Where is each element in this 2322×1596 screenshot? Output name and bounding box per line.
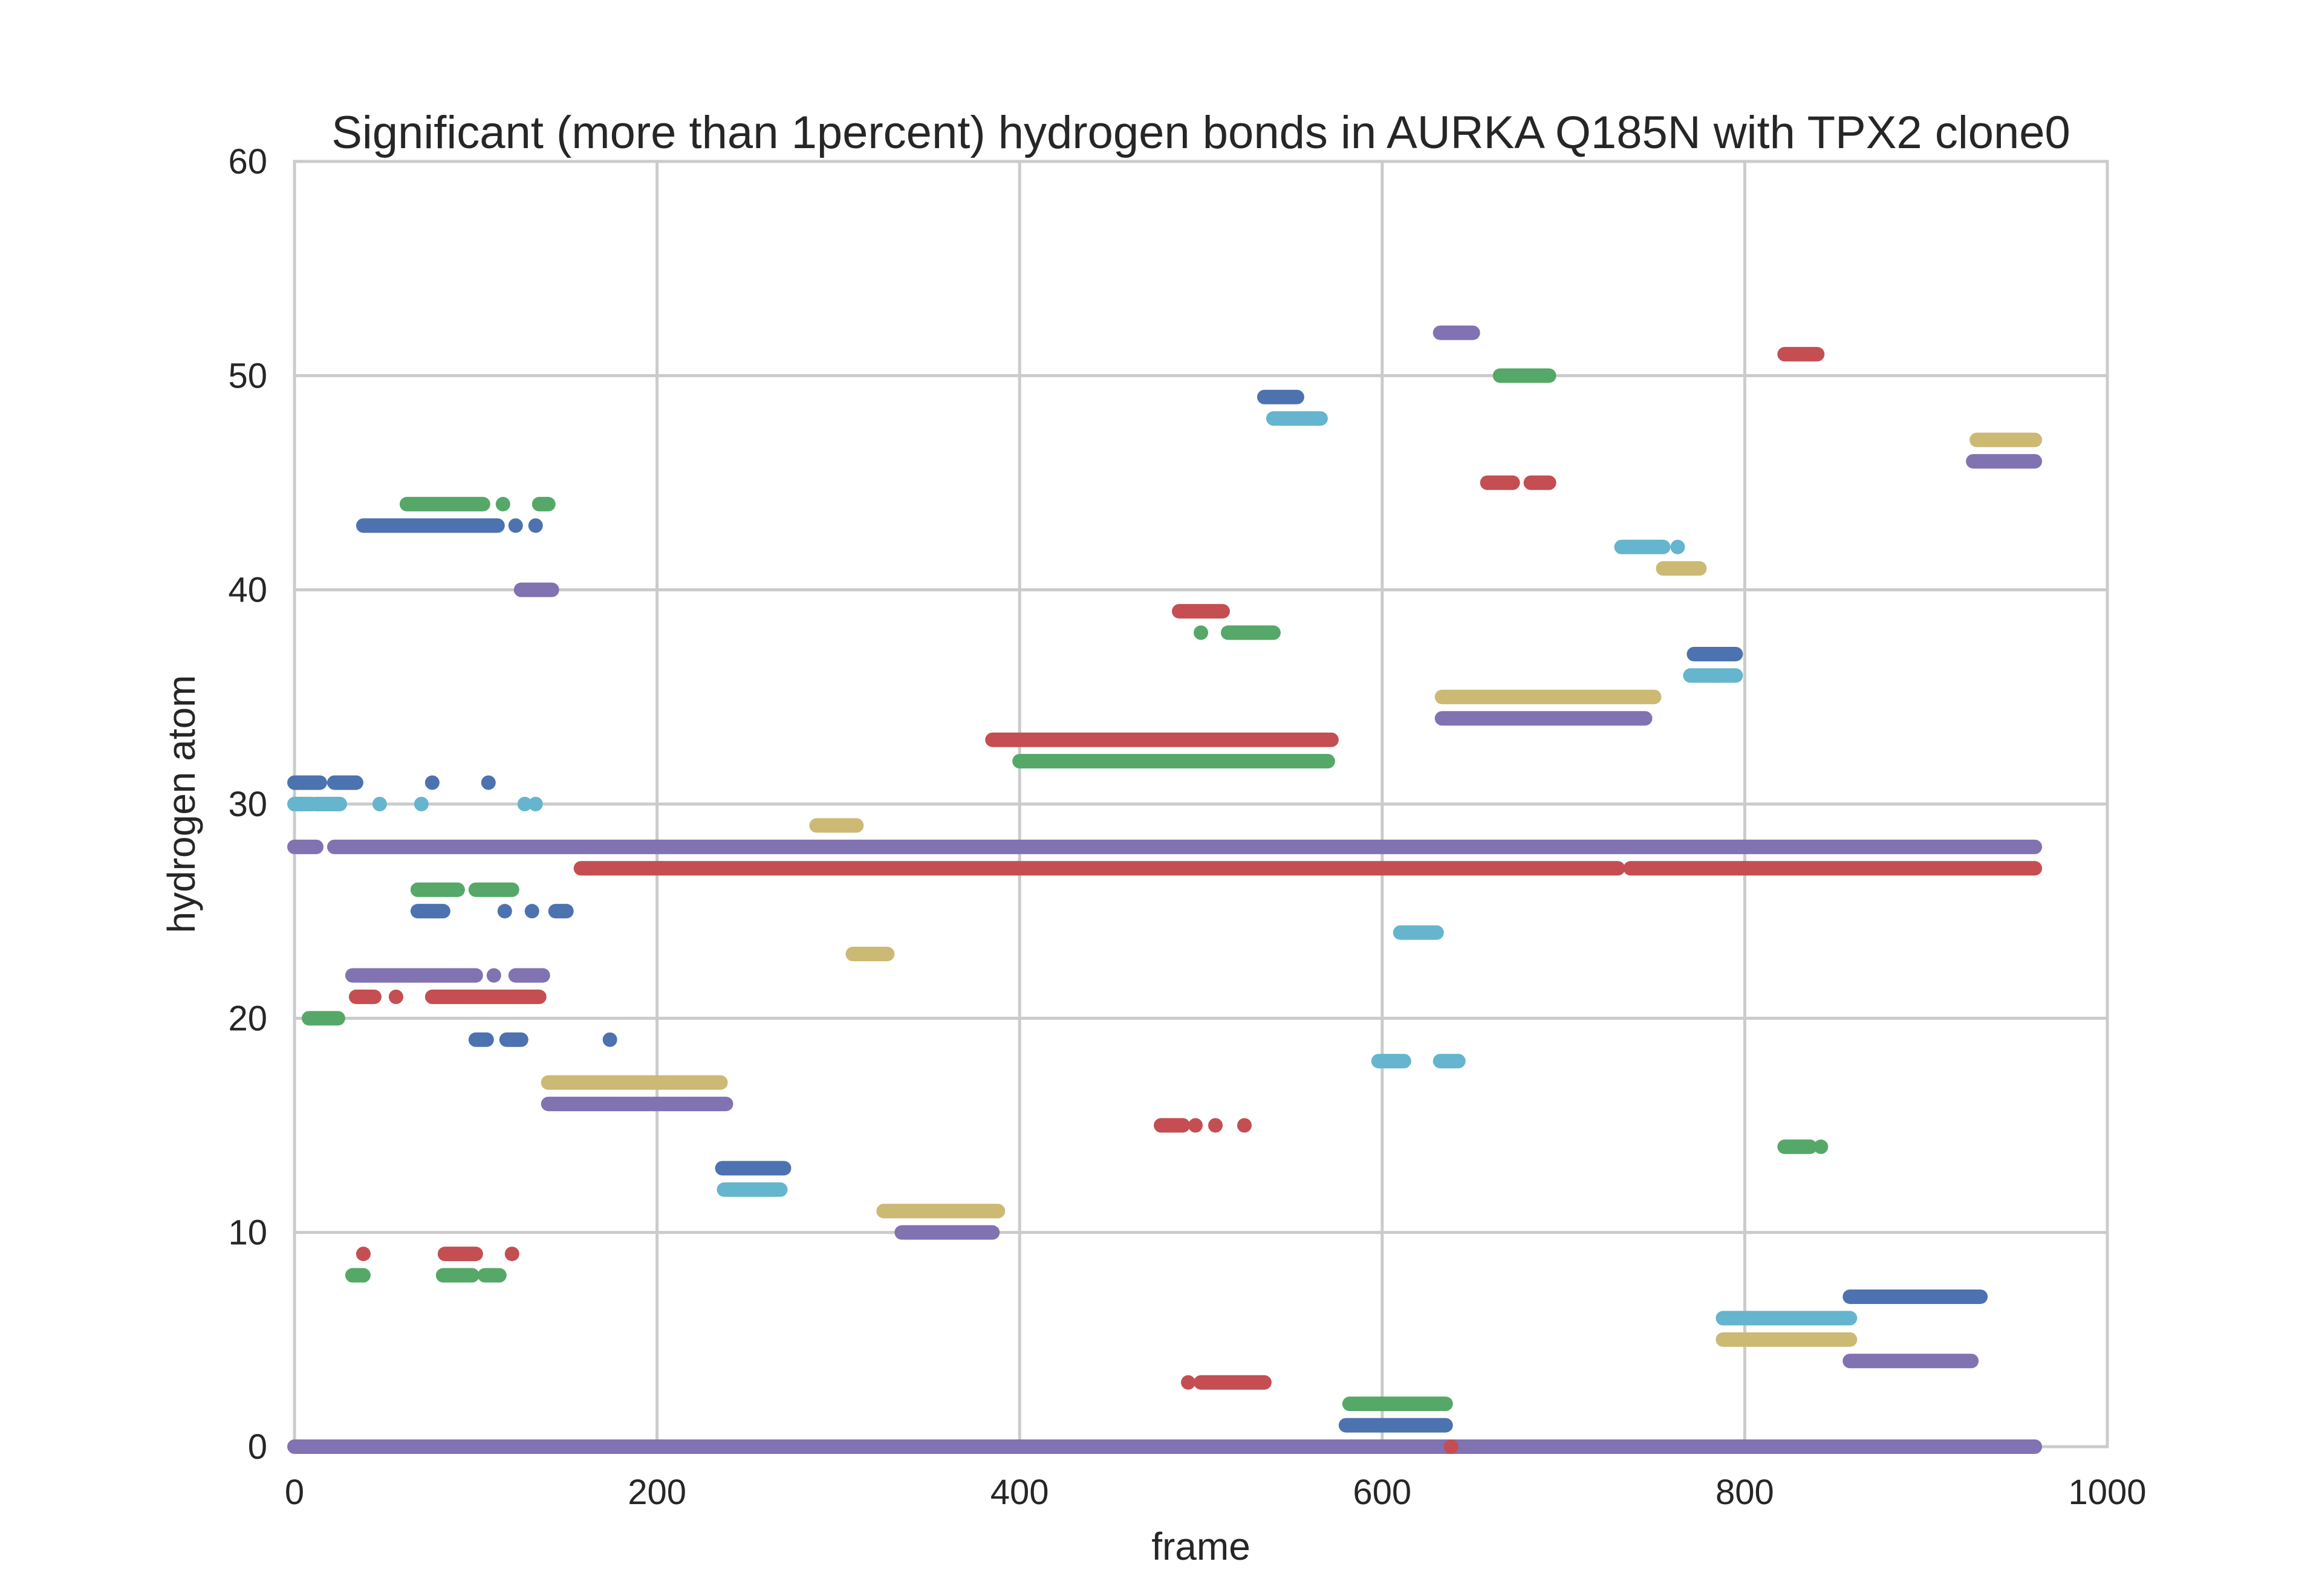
y-tick-label-2: 20 — [228, 999, 267, 1038]
hbond-point-2 — [508, 518, 523, 533]
x-tick-labels: 0 200 400 600 800 1000 — [285, 1473, 2147, 1512]
x-tick-label-0: 0 — [285, 1473, 304, 1512]
hbond-point-3 — [528, 518, 543, 533]
x-tick-label-5: 1000 — [2068, 1473, 2146, 1512]
hbond-point-14 — [486, 968, 501, 983]
hbond-point-5 — [424, 775, 440, 790]
hbond-point-23 — [1194, 625, 1208, 640]
hbond-point-13 — [450, 968, 465, 983]
hbond-point-26 — [1710, 668, 1725, 683]
hbond-point-21 — [1208, 1118, 1223, 1133]
hbond-point-22 — [1237, 1118, 1252, 1133]
hbond-point-25 — [1813, 1139, 1829, 1154]
x-axis-label: frame — [1151, 1525, 1250, 1568]
hbond-point-15 — [388, 989, 403, 1004]
hbond-point-20 — [1188, 1118, 1203, 1133]
chart-title: Significant (more than 1percent) hydroge… — [331, 107, 2070, 158]
y-tick-label-3: 30 — [228, 785, 267, 824]
y-tick-label-4: 40 — [228, 571, 267, 610]
hbond-point-12 — [524, 904, 539, 919]
y-tick-label-5: 50 — [228, 356, 267, 395]
y-tick-labels: 0 10 20 30 40 50 60 — [228, 142, 267, 1467]
hbond-point-0 — [1443, 1439, 1459, 1454]
y-tick-label-0: 0 — [248, 1427, 267, 1467]
x-tick-label-1: 200 — [628, 1473, 686, 1512]
data-marks — [287, 325, 2043, 1454]
hbond-point-18 — [504, 1247, 519, 1262]
y-axis-label: hydrogen atom — [160, 675, 203, 933]
hbond-point-10 — [528, 797, 543, 811]
hbond-point-7 — [372, 797, 387, 811]
hbond-point-8 — [414, 797, 429, 811]
hbond-point-6 — [481, 775, 496, 790]
hbond-point-1 — [1181, 1375, 1196, 1390]
x-tick-label-3: 600 — [1353, 1473, 1411, 1512]
hbond-point-24 — [1670, 539, 1685, 554]
hbond-point-19 — [492, 1268, 507, 1283]
hbond-point-17 — [356, 1247, 371, 1262]
hbond-point-9 — [517, 797, 532, 811]
hbond-point-11 — [497, 904, 512, 919]
hbond-point-4 — [495, 496, 510, 511]
grid-lines — [293, 160, 2109, 1448]
x-tick-label-4: 800 — [1715, 1473, 1774, 1512]
y-tick-label-6: 60 — [228, 142, 267, 181]
x-tick-label-2: 400 — [990, 1473, 1049, 1512]
y-tick-label-1: 10 — [228, 1213, 267, 1253]
hbond-point-16 — [602, 1032, 617, 1047]
